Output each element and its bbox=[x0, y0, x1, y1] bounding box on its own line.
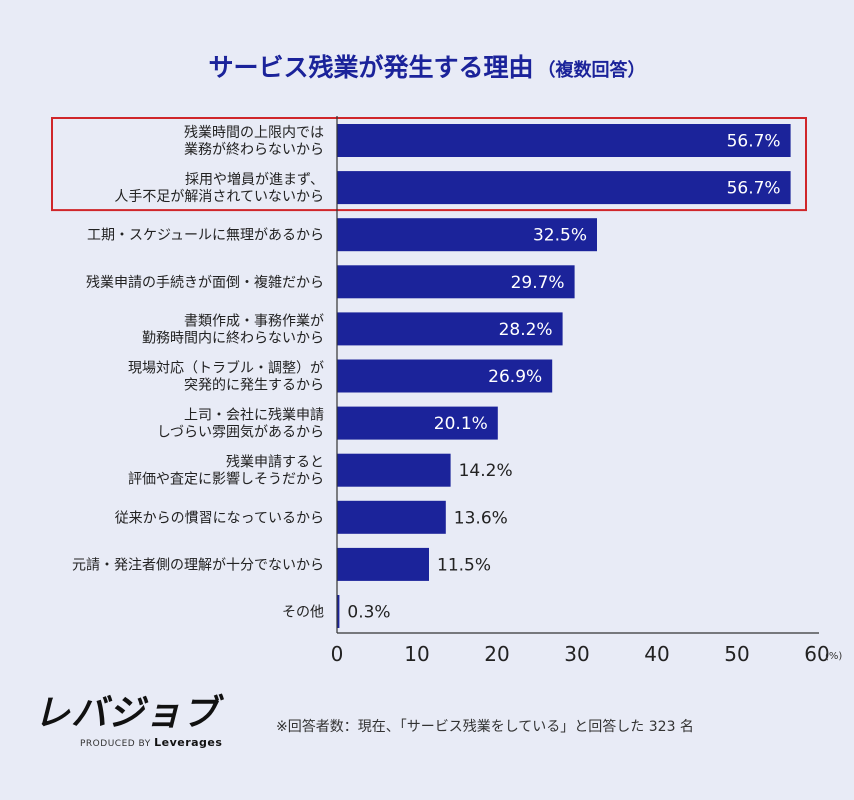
value-label-3: 29.7% bbox=[511, 273, 565, 293]
category-label-4-0: 書類作成・事務作業が bbox=[184, 313, 324, 329]
bar-10 bbox=[337, 595, 340, 628]
x-tick-label-10: 10 bbox=[404, 642, 429, 666]
category-label-0-1: 業務が終わらないから bbox=[184, 142, 324, 158]
footnote: ※回答者数：現在、「サービス残業をしている」と回答した 323 名 bbox=[276, 719, 694, 735]
category-label-1-0: 採用や増員が進まず、 bbox=[185, 172, 324, 188]
category-label-7-0: 残業申請すると bbox=[226, 455, 324, 471]
value-label-2: 32.5% bbox=[533, 226, 587, 246]
category-label-10: その他 bbox=[282, 605, 324, 621]
company-name: Leverages bbox=[154, 736, 223, 749]
category-label-1-1: 人手不足が解消されていないから bbox=[114, 189, 324, 205]
category-label-5-0: 現場対応（トラブル・調整）が bbox=[128, 360, 324, 377]
value-label-6: 20.1% bbox=[434, 414, 488, 434]
category-label-2: 工期・スケジュールに無理があるから bbox=[87, 228, 324, 244]
brand-logo-block: レバジョブ PRODUCED BY Leverages bbox=[34, 693, 222, 750]
category-label-7-1: 評価や査定に影響しそうだから bbox=[128, 471, 324, 488]
value-label-4: 28.2% bbox=[499, 320, 553, 340]
x-tick-label-20: 20 bbox=[484, 642, 509, 666]
value-label-9: 11.5% bbox=[437, 555, 491, 575]
category-label-6-1: しづらい雰囲気があるから bbox=[157, 425, 324, 441]
x-tick-label-50: 50 bbox=[724, 642, 749, 666]
chart-title-main: サービス残業が発生する理由 bbox=[208, 53, 534, 82]
value-label-10: 0.3% bbox=[347, 603, 390, 623]
value-label-5: 26.9% bbox=[488, 367, 542, 387]
brand-logo: レバジョブ bbox=[34, 693, 220, 734]
bar-1 bbox=[337, 171, 791, 205]
value-label-1: 56.7% bbox=[727, 179, 781, 199]
category-label-4-1: 勤務時間内に終わらないから bbox=[142, 330, 324, 346]
x-tick-label-40: 40 bbox=[644, 642, 669, 666]
value-label-0: 56.7% bbox=[727, 132, 781, 152]
category-label-3: 残業申請の手続きが面倒・複雑だから bbox=[86, 274, 324, 291]
bar-9 bbox=[337, 547, 429, 581]
value-label-7: 14.2% bbox=[459, 461, 513, 481]
chart-title-sub: （複数回答） bbox=[537, 60, 646, 81]
x-unit-label: (%) bbox=[825, 651, 842, 662]
category-label-9: 元請・発注者側の理解が十分でないから bbox=[72, 557, 324, 573]
category-label-6-0: 上司・会社に残業申請 bbox=[184, 408, 324, 424]
x-tick-label-60: 60 bbox=[804, 642, 829, 666]
bar-8 bbox=[337, 500, 446, 534]
bar-6 bbox=[337, 406, 498, 440]
produced-by-text: PRODUCED BY bbox=[80, 739, 151, 749]
brand-produced-by: PRODUCED BY Leverages bbox=[80, 736, 222, 749]
value-label-8: 13.6% bbox=[454, 508, 508, 528]
category-label-5-1: 突発的に発生するから bbox=[184, 378, 324, 394]
category-label-0-0: 残業時間の上限内では bbox=[184, 125, 324, 141]
x-tick-label-30: 30 bbox=[564, 642, 589, 666]
bar-3 bbox=[337, 265, 575, 299]
bar-2 bbox=[337, 218, 597, 252]
category-label-8: 従来からの慣習になっているから bbox=[115, 509, 324, 526]
chart-title: サービス残業が発生する理由 （複数回答） bbox=[0, 48, 854, 84]
bar-7 bbox=[337, 453, 451, 487]
bar-0 bbox=[337, 124, 791, 157]
bar-4 bbox=[337, 312, 563, 346]
highlight-box bbox=[51, 117, 807, 212]
bar-5 bbox=[337, 359, 553, 393]
x-tick-label-0: 0 bbox=[331, 642, 344, 666]
